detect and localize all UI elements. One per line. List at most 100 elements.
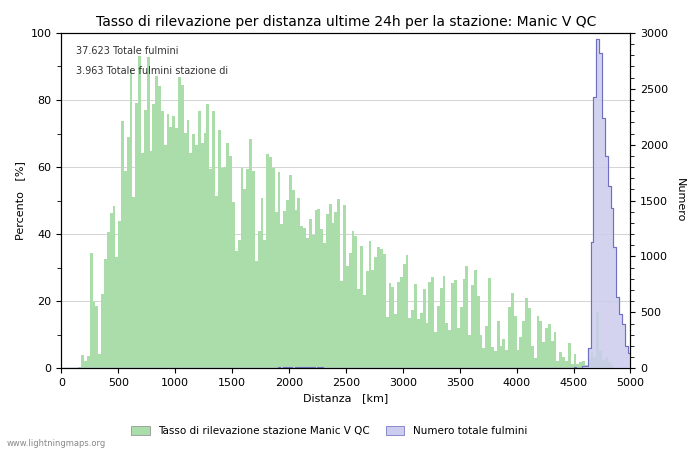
Y-axis label: Percento   [%]: Percento [%] (15, 161, 25, 240)
Bar (474, 270, 477, 368)
Bar (594, 357, 596, 368)
Bar (437, 306, 440, 368)
Bar (252, 171, 255, 368)
Bar (540, 321, 542, 368)
Bar (573, 354, 576, 368)
Bar (274, 212, 278, 368)
Bar (101, 294, 104, 368)
Bar (241, 168, 244, 368)
Bar (232, 202, 235, 368)
Bar (226, 143, 229, 368)
Bar (559, 352, 562, 368)
Bar (84, 361, 87, 368)
Bar (218, 130, 220, 368)
X-axis label: Distanza   [km]: Distanza [km] (303, 393, 389, 404)
Bar (545, 328, 548, 368)
Bar (244, 189, 246, 368)
Bar (554, 332, 556, 368)
Bar (568, 343, 570, 368)
Bar (346, 266, 349, 368)
Bar (454, 280, 457, 368)
Bar (562, 356, 565, 368)
Bar (298, 198, 300, 368)
Bar (135, 104, 138, 368)
Bar (292, 189, 295, 368)
Bar (503, 339, 505, 368)
Bar (235, 251, 238, 368)
Bar (110, 213, 113, 368)
Bar (460, 307, 463, 368)
Bar (383, 254, 386, 368)
Bar (519, 337, 522, 368)
Bar (405, 255, 409, 368)
Bar (314, 211, 317, 368)
Bar (576, 364, 580, 368)
Bar (357, 289, 360, 368)
Bar (414, 284, 417, 368)
Bar (528, 308, 531, 368)
Bar (349, 252, 351, 368)
Bar (141, 153, 144, 368)
Bar (442, 276, 445, 368)
Bar (223, 167, 226, 368)
Bar (374, 257, 377, 368)
Bar (78, 367, 81, 368)
Bar (409, 318, 412, 368)
Bar (167, 114, 169, 368)
Bar (565, 361, 568, 368)
Bar (551, 341, 554, 368)
Bar (340, 281, 343, 368)
Bar (132, 197, 135, 368)
Bar (263, 240, 266, 368)
Bar (448, 330, 452, 368)
Bar (533, 358, 537, 368)
Bar (585, 365, 588, 368)
Bar (588, 360, 591, 368)
Bar (468, 334, 471, 368)
Bar (417, 319, 420, 368)
Bar (116, 257, 118, 368)
Bar (309, 219, 312, 368)
Bar (372, 270, 375, 368)
Bar (118, 221, 121, 368)
Bar (400, 277, 402, 368)
Bar (494, 351, 497, 368)
Bar (397, 282, 400, 368)
Bar (172, 116, 175, 368)
Bar (178, 77, 181, 368)
Bar (198, 111, 201, 368)
Bar (570, 364, 573, 368)
Bar (386, 317, 389, 368)
Bar (525, 298, 528, 368)
Bar (306, 238, 309, 368)
Text: 3.963 Totale fulmini stazione di: 3.963 Totale fulmini stazione di (76, 67, 228, 76)
Bar (201, 143, 204, 368)
Bar (209, 169, 212, 368)
Bar (127, 137, 130, 368)
Bar (249, 139, 252, 368)
Bar (394, 314, 397, 368)
Bar (289, 175, 292, 368)
Bar (360, 246, 363, 368)
Bar (335, 212, 337, 368)
Bar (402, 264, 405, 368)
Bar (169, 127, 172, 368)
Bar (431, 277, 434, 368)
Bar (181, 85, 183, 368)
Bar (121, 121, 124, 368)
Bar (482, 348, 485, 368)
Bar (380, 249, 383, 368)
Bar (537, 316, 540, 368)
Bar (130, 69, 132, 368)
Bar (195, 145, 198, 368)
Bar (440, 288, 442, 368)
Bar (189, 153, 192, 368)
Bar (150, 151, 153, 368)
Bar (514, 315, 517, 368)
Bar (351, 231, 354, 368)
Bar (463, 279, 466, 368)
Bar (412, 310, 414, 368)
Bar (183, 133, 186, 368)
Text: 37.623 Totale fulmini: 37.623 Totale fulmini (76, 46, 178, 56)
Bar (295, 210, 298, 368)
